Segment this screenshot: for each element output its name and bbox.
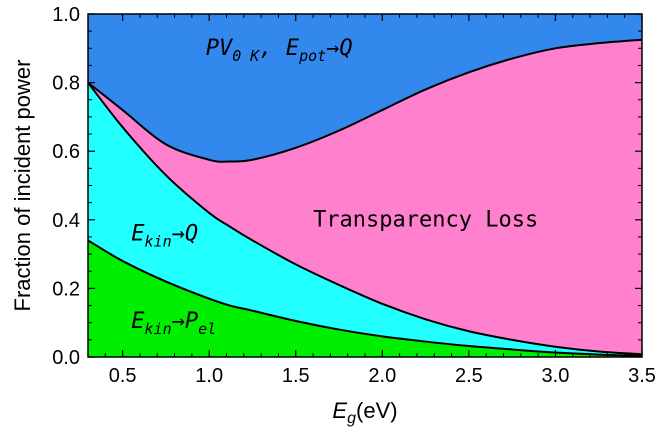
- label-ekin-to-q: Ekin→Q: [131, 221, 198, 250]
- y-tick-label: 0.4: [52, 210, 80, 232]
- x-tick-label: 2.5: [455, 365, 483, 387]
- area-ekin-to-pel: [88, 240, 642, 357]
- y-tick-label: 0.0: [52, 347, 80, 369]
- axis-ticks: 0.5 1.0 1.5 2.0 2.5 3.0 3.5 0.0 0.2 0.4 0.6 0.8 1.0: [52, 4, 656, 387]
- y-tick-label: 0.8: [52, 73, 80, 95]
- label-ekin-to-pel: Ekin→Pel: [131, 309, 216, 338]
- x-tick-label: 1.0: [195, 365, 223, 387]
- chart-boundary-curves: [87, 38, 643, 357]
- boundary-curve-magenta-top: [87, 38, 643, 163]
- x-tick-label: 2.0: [368, 365, 396, 387]
- y-tick-label: 0.2: [52, 278, 80, 300]
- y-tick-label: 0.6: [52, 141, 80, 163]
- area-ekin-to-q: [88, 82, 642, 356]
- x-tick-label: 3.5: [628, 365, 656, 387]
- area-pv-epot-to-q: [88, 14, 642, 162]
- area-transparency-loss: [88, 39, 642, 355]
- boundary-curve-green-top: [87, 239, 643, 357]
- boundary-curve-cyan-top: [87, 81, 643, 356]
- label-pv-epot-to-q: PV0 K, Epot→Q: [206, 36, 353, 65]
- y-axis-title: Fraction of incident power: [10, 60, 35, 312]
- x-tick-label: 1.5: [282, 365, 310, 387]
- x-tick-label: 3.0: [542, 365, 570, 387]
- y-tick-label: 1.0: [52, 4, 80, 26]
- label-transparency-loss: Transparency Loss: [313, 208, 538, 233]
- x-tick-label: 0.5: [109, 365, 137, 387]
- chart-areas: [88, 14, 642, 357]
- x-axis-title: Eg(eV): [332, 398, 397, 427]
- region-labels: Ekin→Pel Ekin→Q Transparency Loss PV0 K, Ep…: [131, 36, 538, 338]
